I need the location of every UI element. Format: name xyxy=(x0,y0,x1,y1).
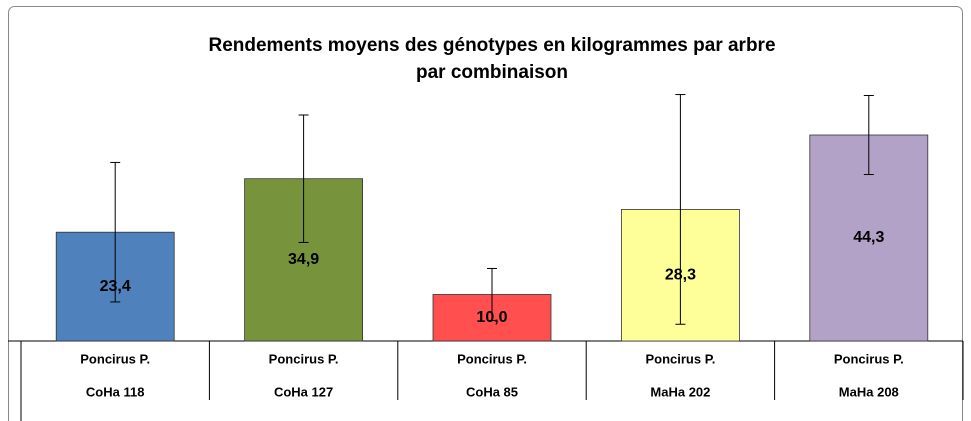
x-tick-label: Poncirus P. xyxy=(269,351,339,366)
value-label: 34,9 xyxy=(288,251,319,268)
x-tick-label: Poncirus P. xyxy=(457,351,527,366)
x-tick-label: MaHa 208 xyxy=(839,384,899,399)
x-tick-label: CoHa 118 xyxy=(86,384,145,399)
x-tick-label: Poncirus P. xyxy=(645,351,715,366)
x-tick-label: Poncirus P. xyxy=(834,351,904,366)
value-label: 44,3 xyxy=(853,229,884,246)
x-tick-label: MaHa 202 xyxy=(650,384,710,399)
chart-title: Rendements moyens des génotypes en kilog… xyxy=(208,35,775,56)
chart-title: par combinaison xyxy=(416,62,568,83)
x-tick-label: Poncirus P. xyxy=(80,351,150,366)
x-tick-label: CoHa 127 xyxy=(274,384,333,399)
x-tick-label: CoHa 85 xyxy=(466,384,518,399)
